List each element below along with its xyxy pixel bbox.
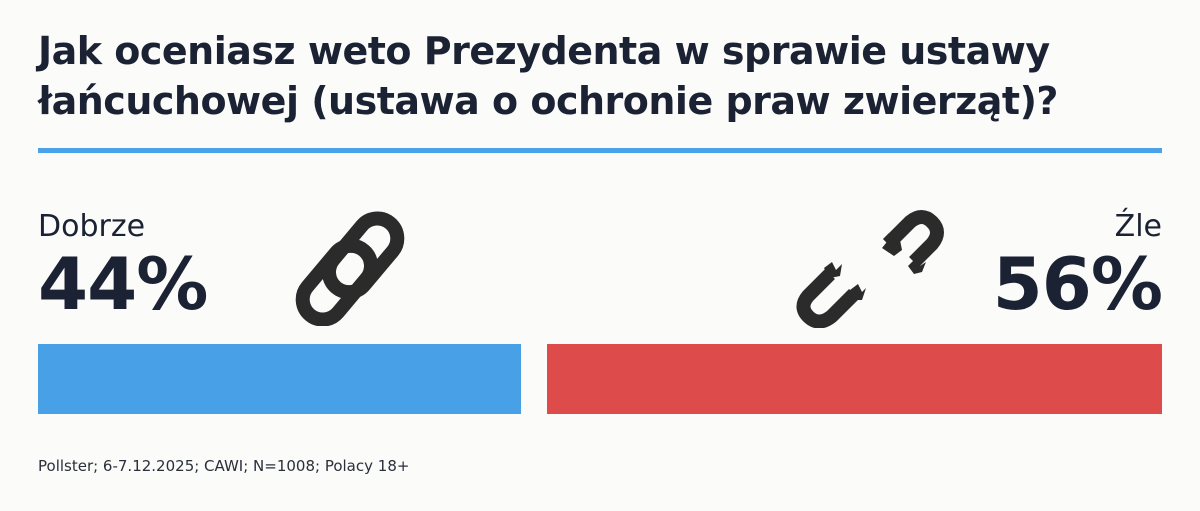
bar-dobrze bbox=[38, 344, 522, 414]
value-label-zle: 56% bbox=[992, 242, 1163, 326]
category-label-dobrze: Dobrze bbox=[38, 209, 146, 244]
chain-link-icon bbox=[295, 211, 405, 326]
broken-chain-icon bbox=[796, 210, 944, 328]
bar-zle bbox=[547, 344, 1162, 414]
source-note: Pollster; 6-7.12.2025; CAWI; N=1008; Pol… bbox=[38, 457, 410, 475]
value-label-dobrze: 44% bbox=[38, 242, 208, 326]
title-divider bbox=[38, 148, 1162, 153]
category-label-zle: Źle bbox=[1114, 209, 1162, 244]
chart-title: Jak oceniasz weto Prezydenta w sprawie u… bbox=[38, 29, 1058, 123]
